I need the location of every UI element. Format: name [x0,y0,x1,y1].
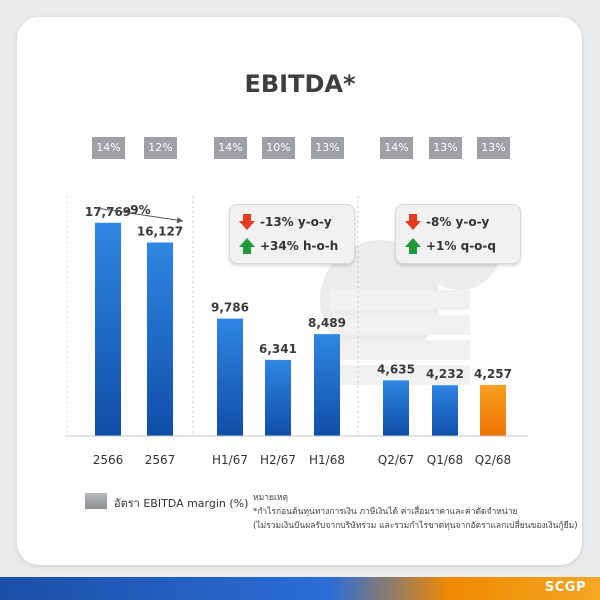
quarter-change-box: -8% y-o-y +1% q-o-q [395,204,521,264]
ebitda-margin-box: 14% [214,137,247,159]
value-label: 4,257 [474,367,512,381]
ebitda-margin-box: 14% [380,137,413,159]
ebitda-margin-box: 13% [311,137,344,159]
x-tick-label: Q1/68 [427,453,463,467]
up-arrow-icon [405,238,421,254]
brand-logo: SCGP [544,580,586,595]
ebitda-margin-box: 14% [92,137,125,159]
yoy-change: -13% y-o-y [260,215,332,229]
down-arrow-icon [405,214,421,230]
annual-change-arrow [95,207,184,224]
x-tick-label: Q2/67 [378,453,414,467]
footer-band [0,577,600,600]
x-tick-label: Q2/68 [475,453,511,467]
x-tick-label: H1/68 [309,453,345,467]
note-line-1: *กำไรก่อนต้นทุนทางการเงิน ภาษีเงินได้ ค่… [253,507,518,517]
bar-h1-68 [314,334,340,436]
up-arrow-icon [239,238,255,254]
ebitda-margin-box: 12% [144,137,177,159]
value-label: 8,489 [308,316,346,330]
bar-2566 [95,222,121,436]
value-label: 6,341 [259,342,297,356]
x-tick-label: H1/67 [212,453,248,467]
value-label: 9,786 [211,301,249,315]
value-label: 4,635 [377,362,415,376]
x-tick-label: 2567 [145,453,176,467]
ebitda-margin-box: 13% [429,137,462,159]
x-tick-label: H2/67 [260,453,296,467]
legend-label: อัตรา EBITDA margin (%) [114,497,249,510]
chart-title: EBITDA* [244,70,356,98]
annual-change-label: -9% [125,203,150,217]
note-line-2: (ไม่รวมเงินปันผลรับจากบริษัทร่วม และรวมก… [253,521,578,531]
yoy-change: -8% y-o-y [426,215,490,229]
bar-q2-67 [383,380,409,436]
bar-q1-68 [432,385,458,436]
note-heading: หมายเหตุ [253,493,288,503]
qoq-change: +1% q-o-q [426,239,496,253]
bar-h2-67 [265,359,291,436]
bar-2567 [147,242,173,436]
bar-h1-67 [217,318,243,436]
bar-q2-68 [480,384,506,436]
ebitda-margin-box: 10% [262,137,295,159]
hoh-change: +34% h-o-h [260,239,339,253]
value-label: 16,127 [137,224,183,238]
down-arrow-icon [239,214,255,230]
ebitda-margin-box: 13% [477,137,510,159]
legend-swatch [85,493,107,509]
value-label: 4,232 [426,367,464,381]
x-tick-label: 2566 [93,453,124,467]
half-year-change-box: -13% y-o-y +34% h-o-h [229,204,355,264]
